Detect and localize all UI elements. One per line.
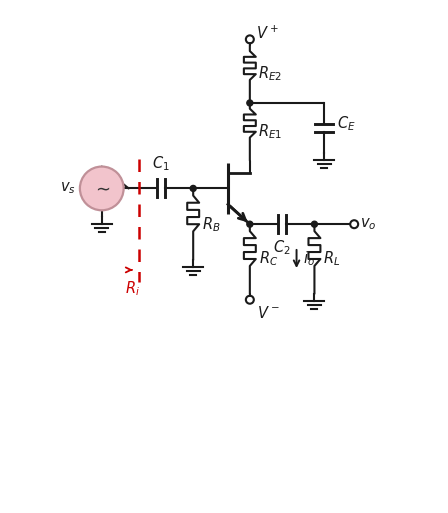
Circle shape xyxy=(190,185,196,191)
Circle shape xyxy=(80,167,124,210)
Text: $R_{E1}$: $R_{E1}$ xyxy=(258,123,282,141)
Circle shape xyxy=(247,221,253,227)
Text: $C_E$: $C_E$ xyxy=(337,114,356,133)
Text: $R_{E2}$: $R_{E2}$ xyxy=(258,65,282,84)
Text: $v_s$: $v_s$ xyxy=(60,181,76,196)
Text: $R_i$: $R_i$ xyxy=(125,279,140,298)
Text: $C_1$: $C_1$ xyxy=(152,154,170,172)
Text: $C_2$: $C_2$ xyxy=(273,238,291,257)
Text: $R_L$: $R_L$ xyxy=(323,250,340,268)
Text: $\sim$: $\sim$ xyxy=(92,180,111,198)
Text: $V^-$: $V^-$ xyxy=(257,305,280,321)
Text: $R_C$: $R_C$ xyxy=(259,250,278,268)
Circle shape xyxy=(247,100,253,106)
Text: $V^+$: $V^+$ xyxy=(256,25,279,42)
Circle shape xyxy=(311,221,318,227)
Text: $R_B$: $R_B$ xyxy=(202,215,221,233)
Text: $v_o$: $v_o$ xyxy=(360,216,377,232)
Text: $i_o$: $i_o$ xyxy=(302,250,314,268)
